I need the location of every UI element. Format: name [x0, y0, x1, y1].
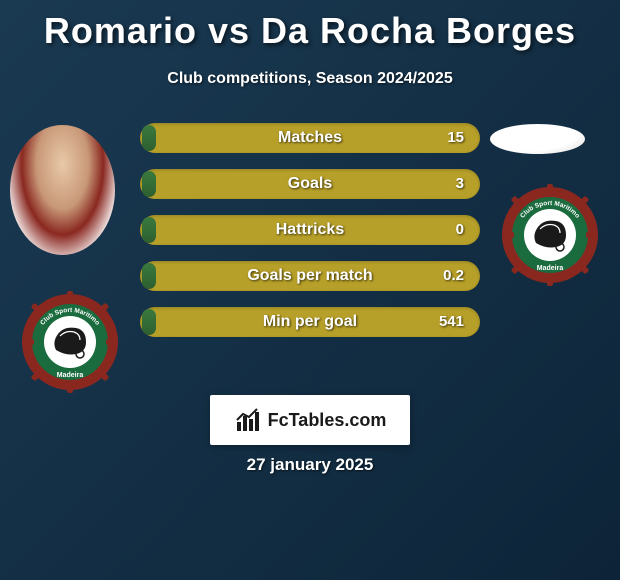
stat-bar-value: 541 [439, 307, 464, 337]
club-logo-left: Club Sport Maritimo Madeira [20, 285, 120, 400]
player-avatar-right [490, 124, 585, 154]
stat-bar: Matches 15 [140, 123, 480, 153]
stat-bar-value: 3 [456, 169, 464, 199]
club-badge-icon: Club Sport Maritimo Madeira [500, 178, 600, 293]
stat-bar-label: Goals per match [140, 261, 480, 291]
branding-text: FcTables.com [268, 410, 387, 431]
stat-bar-label: Min per goal [140, 307, 480, 337]
stat-bar-label: Goals [140, 169, 480, 199]
branding-badge: FcTables.com [210, 395, 410, 445]
stat-bar-value: 15 [447, 123, 464, 153]
svg-text:Madeira: Madeira [537, 265, 564, 272]
stats-bars: Matches 15 Goals 3 Hattricks 0 Goals per… [140, 123, 480, 353]
stat-bar-value: 0 [456, 215, 464, 245]
stat-bar: Hattricks 0 [140, 215, 480, 245]
stat-bar-value: 0.2 [443, 261, 464, 291]
svg-text:Madeira: Madeira [57, 372, 84, 379]
date-label: 27 january 2025 [0, 455, 620, 475]
page-title: Romario vs Da Rocha Borges [0, 0, 620, 52]
stat-bar-label: Matches [140, 123, 480, 153]
chart-icon [234, 406, 262, 434]
club-logo-right: Club Sport Maritimo Madeira [500, 178, 600, 293]
club-badge-icon: Club Sport Maritimo Madeira [20, 285, 120, 400]
stat-bar: Goals per match 0.2 [140, 261, 480, 291]
stat-bar-label: Hattricks [140, 215, 480, 245]
page-subtitle: Club competitions, Season 2024/2025 [0, 70, 620, 88]
stat-bar: Goals 3 [140, 169, 480, 199]
stat-bar: Min per goal 541 [140, 307, 480, 337]
player-avatar-left [10, 125, 115, 255]
